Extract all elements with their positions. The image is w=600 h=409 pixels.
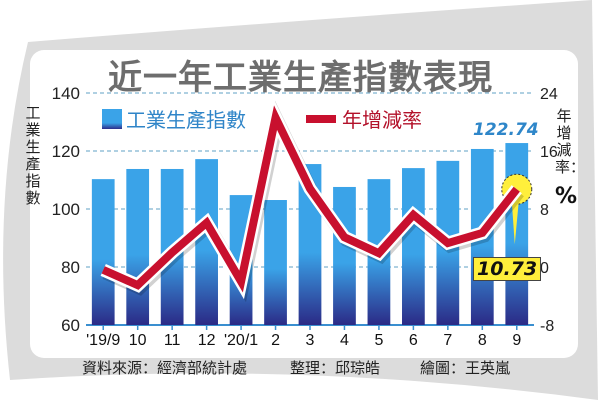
bar — [91, 179, 115, 325]
x-tick-label: 7 — [443, 332, 452, 349]
x-tick-label: '20/1 — [224, 332, 258, 349]
legend-swatch-line-icon — [306, 114, 336, 123]
chart-title: 近一年工業生產指數表現 — [108, 58, 493, 98]
editor-note: 整理：邱琮皓 — [290, 359, 381, 377]
legend-label: 工業生產指數 — [126, 108, 246, 132]
x-tick-label: 9 — [512, 332, 521, 349]
rate-line — [100, 97, 533, 303]
x-tick-label: 5 — [374, 332, 383, 349]
bar — [402, 168, 425, 325]
legend-item-index: 工業生產指數 — [102, 104, 246, 133]
bar — [264, 200, 287, 325]
artist-note: 繪圖：王英嵐 — [420, 359, 511, 377]
legend-swatch-bar-icon — [102, 108, 122, 129]
left-tick-label: 60 — [61, 316, 80, 335]
left-tick-label: 120 — [52, 142, 80, 161]
right-tick-label: 24 — [540, 86, 558, 103]
left-tick-label: 140 — [52, 84, 80, 103]
right-tick-label: 16 — [540, 144, 558, 161]
x-tick-label: 12 — [198, 332, 216, 349]
right-axis-label: 年增減率： — [555, 107, 586, 176]
x-tick-label: 8 — [478, 332, 487, 349]
source-note: 資料來源：經濟部統計處 — [82, 359, 248, 377]
right-axis-unit: % — [555, 184, 578, 209]
x-tick-label: 11 — [164, 332, 181, 349]
right-tick-label: 8 — [540, 202, 549, 219]
bar — [195, 159, 218, 325]
bar — [505, 143, 529, 325]
left-axis-label: 工業生產指數 — [25, 104, 41, 207]
axis-ticks: 60 80 100 120 140 -8 0 8 16 24 '19/9 10 11 12 '20/1 2 3 4… — [52, 84, 558, 349]
right-tick-label: -8 — [540, 318, 554, 335]
left-tick-label: 100 — [52, 200, 80, 219]
rate-polyline — [101, 105, 520, 293]
x-tick-label: 10 — [129, 332, 147, 349]
x-tick-label: 3 — [306, 332, 315, 349]
bar — [333, 186, 356, 325]
x-tick-label: 2 — [271, 332, 280, 349]
last-rate-callout: 10.73 — [473, 257, 542, 281]
legend-item-rate: 年增減率 — [306, 104, 422, 133]
x-tick-label: 6 — [409, 332, 418, 349]
right-tick-label: 0 — [540, 260, 549, 277]
legend-label: 年增減率 — [342, 108, 422, 132]
x-tick-label: '19/9 — [86, 332, 120, 349]
last-index-label: 122.74 — [473, 120, 539, 140]
bar — [126, 168, 150, 325]
x-tick-label: 4 — [340, 332, 349, 349]
left-tick-label: 80 — [61, 258, 80, 277]
